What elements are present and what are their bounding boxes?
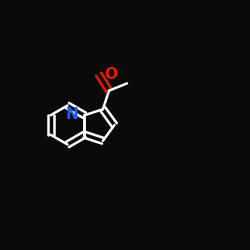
Text: O: O (104, 67, 117, 82)
Text: N: N (66, 107, 79, 122)
